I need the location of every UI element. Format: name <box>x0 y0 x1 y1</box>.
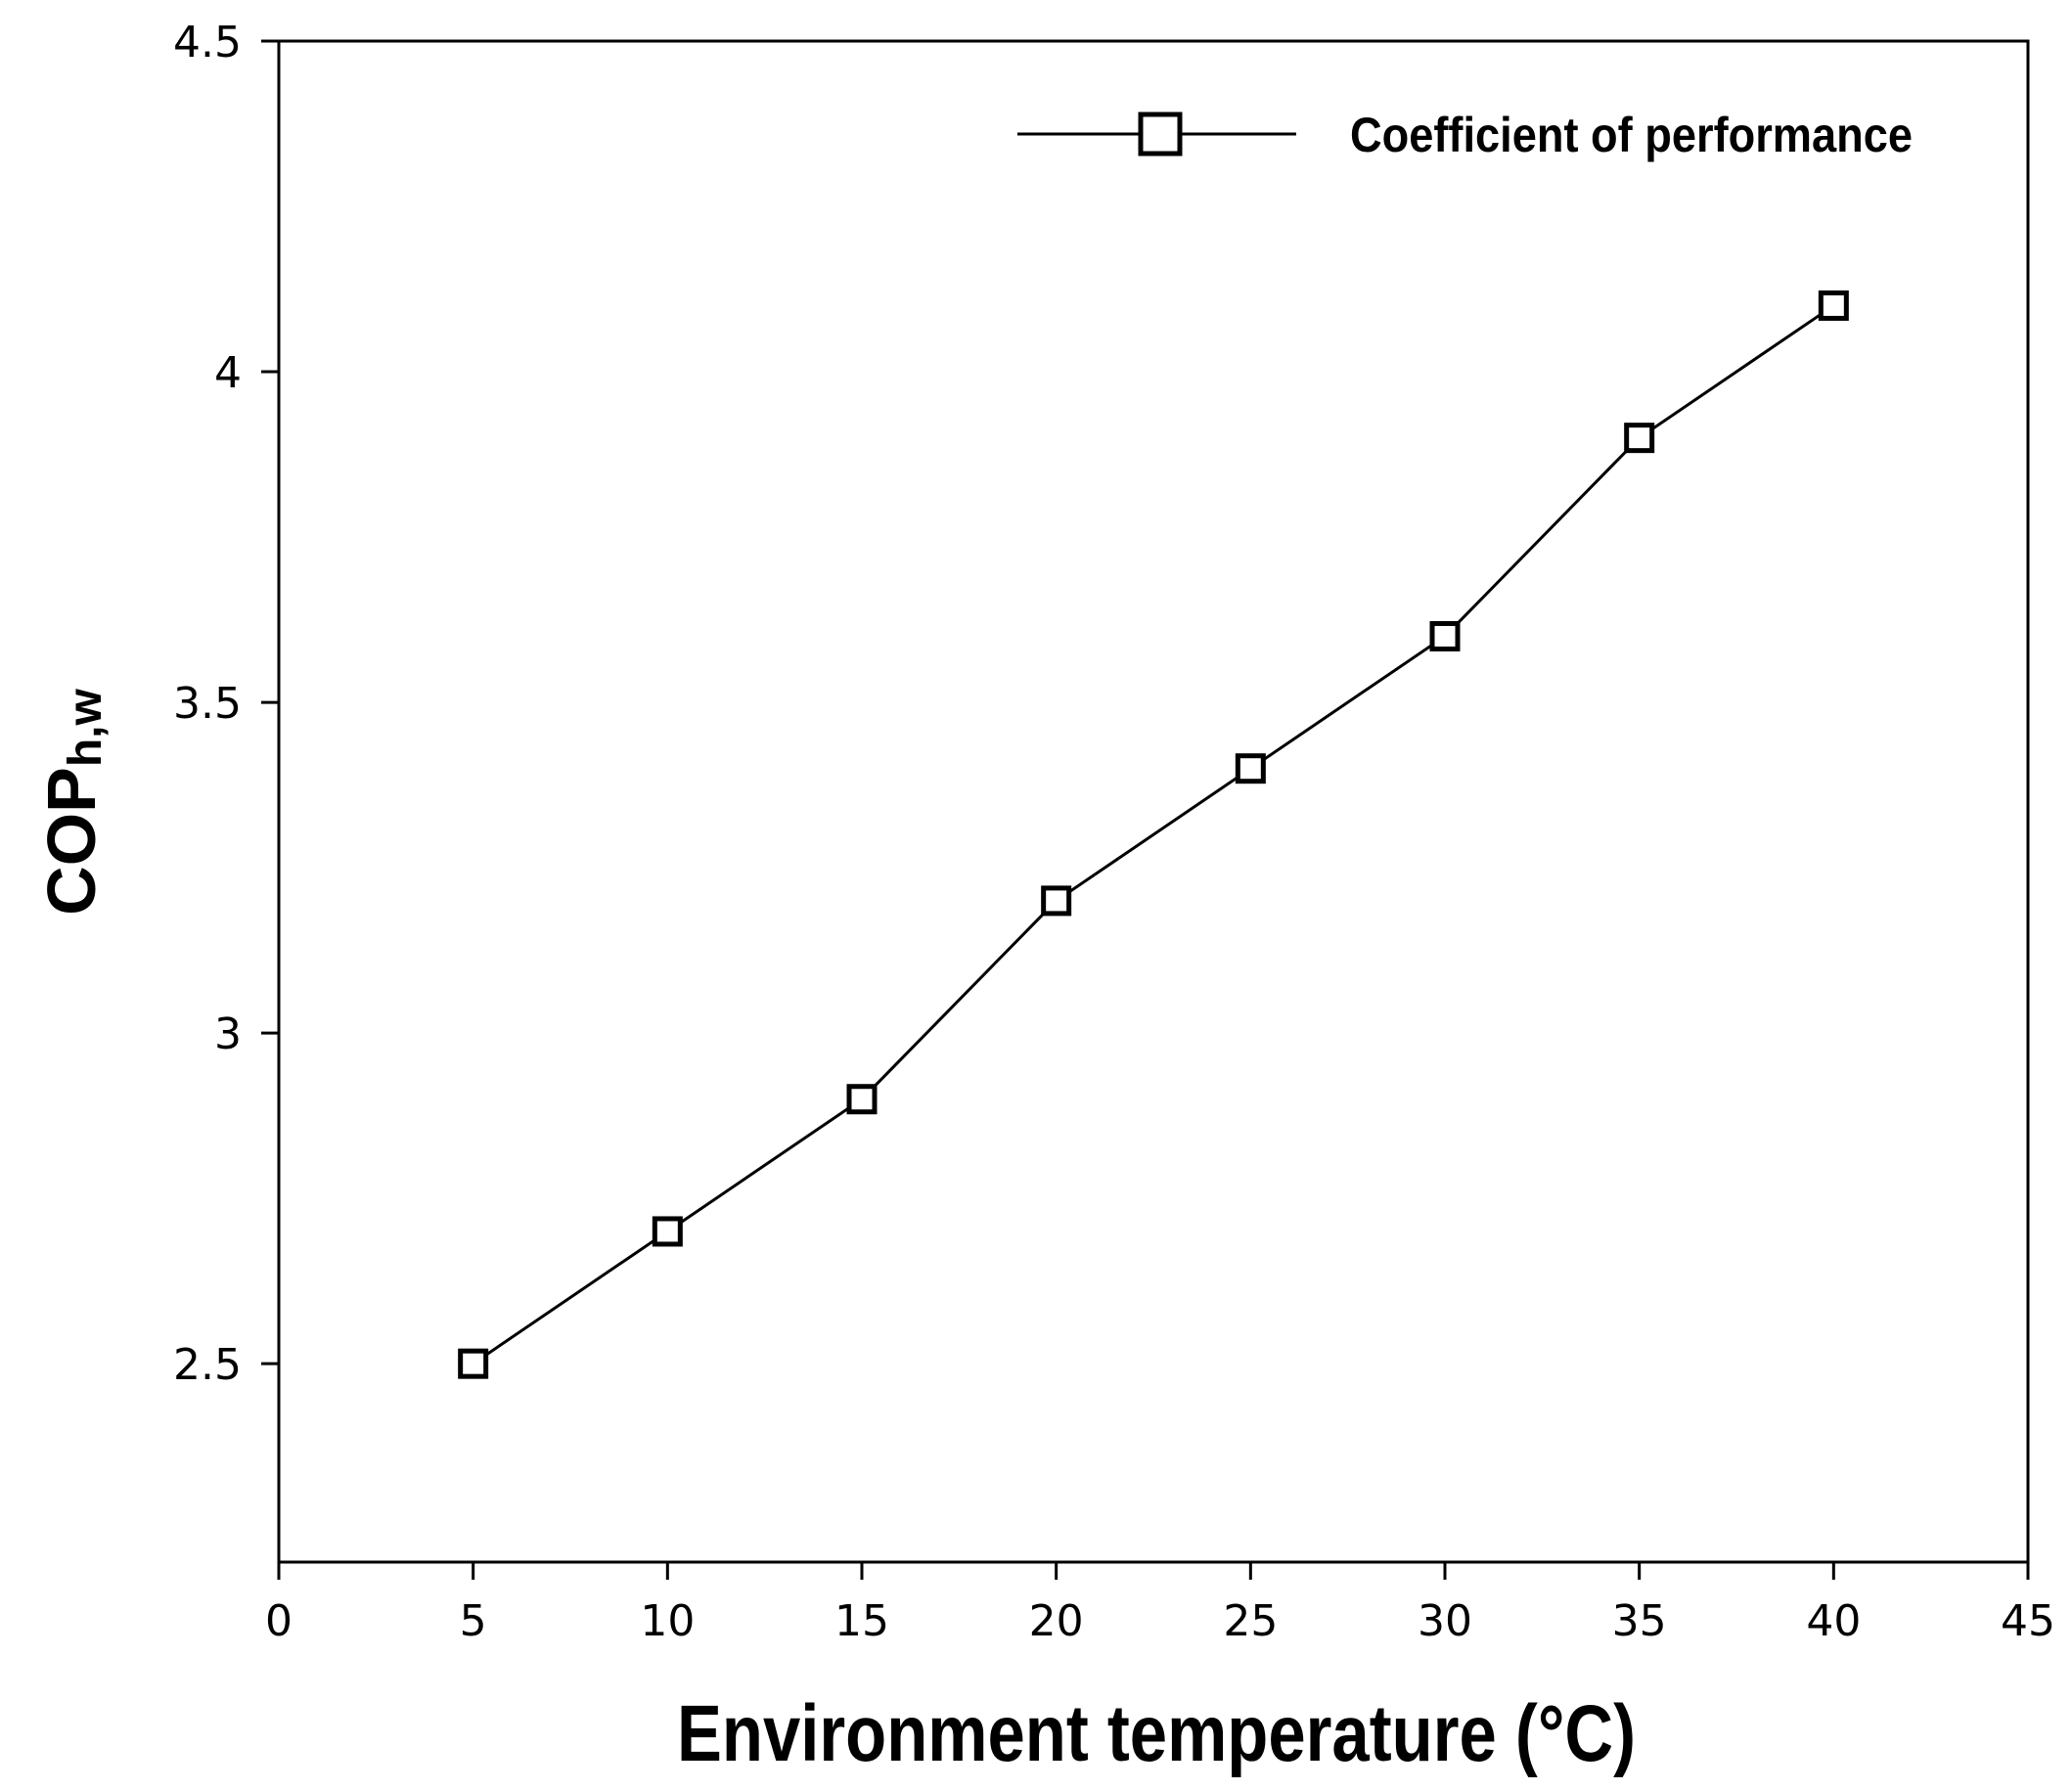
x-tick-label: 5 <box>460 1596 487 1646</box>
series-layer <box>458 290 1849 1379</box>
data-point-marker <box>652 1216 683 1247</box>
plot-frame <box>277 39 2030 1564</box>
y-tick-label: 4 <box>214 348 242 398</box>
legend: Coefficient of performance <box>1017 108 1913 162</box>
data-point-marker <box>1235 753 1266 784</box>
data-point-marker <box>1818 290 1849 321</box>
y-axis-ticks: 2.5 3 3.5 4 4.5 <box>173 18 279 1390</box>
y-axis-title: COPh,w <box>33 688 112 915</box>
y-axis-title-subscript: h,w <box>60 688 112 767</box>
x-axis-ticks: 0 5 10 15 20 25 30 35 40 45 <box>265 1562 2055 1646</box>
x-tick-label: 35 <box>1612 1596 1667 1646</box>
data-point-marker <box>1624 423 1655 454</box>
data-point-marker <box>846 1084 878 1115</box>
y-axis-title-text: COPh,w <box>33 688 112 915</box>
legend-marker <box>1138 112 1183 157</box>
y-tick-label: 2.5 <box>173 1340 242 1390</box>
x-tick-label: 25 <box>1223 1596 1278 1646</box>
x-tick-label: 45 <box>2001 1596 2055 1646</box>
data-point-marker <box>1429 620 1461 651</box>
series-line <box>472 304 1835 1365</box>
x-axis-title: Environment temperature (°C) <box>677 1689 1636 1778</box>
y-tick-label: 3 <box>214 1009 242 1059</box>
data-point-marker <box>458 1348 489 1379</box>
x-tick-label: 10 <box>640 1596 695 1646</box>
y-tick-label: 4.5 <box>173 18 242 67</box>
y-axis-title-main: COP <box>33 767 110 916</box>
data-point-marker <box>1041 885 1072 917</box>
x-tick-label: 40 <box>1806 1596 1861 1646</box>
x-tick-label: 30 <box>1418 1596 1472 1646</box>
x-tick-label: 20 <box>1029 1596 1084 1646</box>
x-tick-label: 0 <box>265 1596 293 1646</box>
x-tick-label: 15 <box>834 1596 889 1646</box>
legend-label: Coefficient of performance <box>1350 108 1913 162</box>
y-tick-label: 3.5 <box>173 679 242 729</box>
